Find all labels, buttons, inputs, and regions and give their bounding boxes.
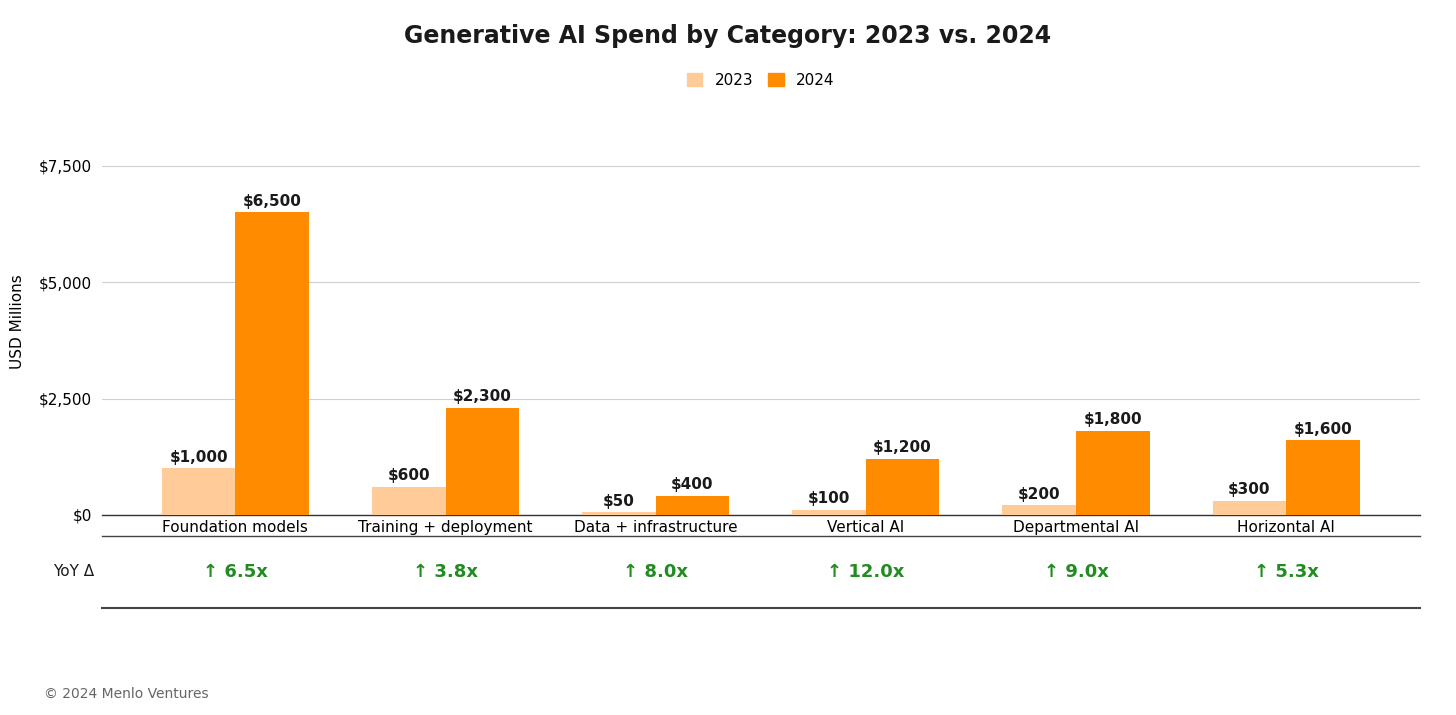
Bar [371,487,446,515]
Text: $50: $50 [603,494,635,509]
Text: $1,600: $1,600 [1293,422,1353,437]
Text: ↑ 9.0x: ↑ 9.0x [1044,563,1108,581]
Text: $200: $200 [1018,487,1060,502]
Bar [1213,500,1286,515]
Text: ↑ 8.0x: ↑ 8.0x [623,563,689,581]
Text: $6,500: $6,500 [243,194,301,209]
Bar [582,513,655,515]
Y-axis label: USD Millions: USD Millions [10,275,25,369]
Bar [866,459,939,515]
Text: © 2024 Menlo Ventures: © 2024 Menlo Ventures [44,686,208,701]
Bar [655,496,729,515]
Text: $1,000: $1,000 [169,450,229,465]
Text: ↑ 12.0x: ↑ 12.0x [827,563,904,581]
Text: $100: $100 [808,491,850,506]
Text: Generative AI Spend by Category: 2023 vs. 2024: Generative AI Spend by Category: 2023 vs… [405,24,1051,48]
Text: ↑ 3.8x: ↑ 3.8x [414,563,478,581]
Text: $1,800: $1,800 [1083,413,1142,428]
Bar [236,212,309,515]
Bar [1002,506,1076,515]
Bar [446,408,520,515]
Legend: 2023, 2024: 2023, 2024 [681,66,840,94]
Text: $400: $400 [671,478,713,493]
Text: YoY Δ: YoY Δ [54,565,95,579]
Bar [1286,440,1360,515]
Bar [162,468,236,515]
Text: ↑ 6.5x: ↑ 6.5x [202,563,268,581]
Text: $2,300: $2,300 [453,389,511,404]
Bar [792,510,866,515]
Text: $600: $600 [387,468,430,483]
Text: ↑ 5.3x: ↑ 5.3x [1254,563,1319,581]
Bar [1076,431,1150,515]
Text: $300: $300 [1227,482,1271,497]
Text: $1,200: $1,200 [874,440,932,455]
